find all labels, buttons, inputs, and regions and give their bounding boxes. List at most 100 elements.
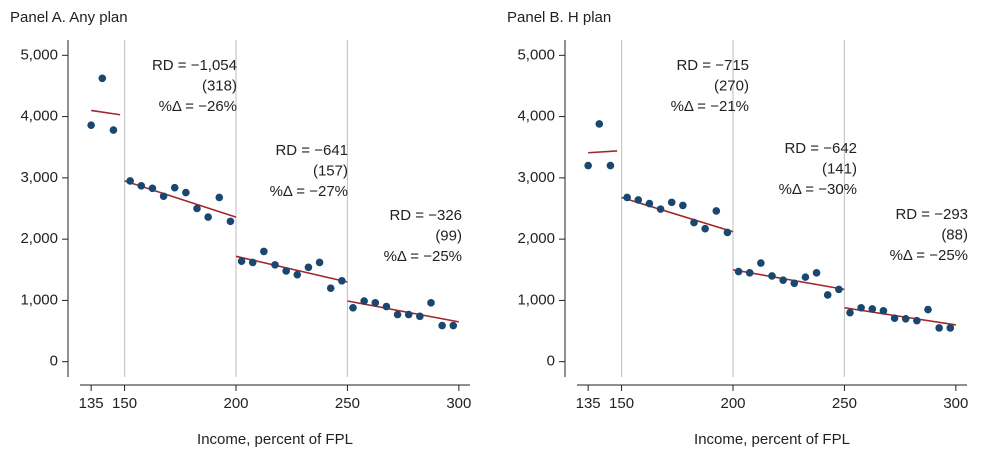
- y-tick-label: 1,000: [517, 291, 555, 308]
- x-tick-label: 135: [576, 395, 601, 412]
- data-point: [946, 324, 955, 332]
- data-point: [890, 314, 899, 322]
- data-point: [712, 207, 721, 215]
- annotation: (270): [714, 77, 749, 94]
- data-point: [634, 196, 643, 204]
- y-tick-label: 5,000: [20, 46, 58, 63]
- data-point: [868, 305, 877, 313]
- data-point: [349, 303, 357, 312]
- data-point: [371, 299, 380, 307]
- data-point: [416, 312, 424, 321]
- data-point: [679, 201, 687, 210]
- data-point: [271, 261, 279, 269]
- x-tick-label: 150: [112, 395, 137, 412]
- data-point: [360, 297, 368, 305]
- x-tick-label: 135: [79, 395, 104, 412]
- x-axis-label: Income, percent of FPL: [694, 431, 850, 448]
- data-point: [835, 285, 843, 294]
- fit-line: [91, 109, 121, 116]
- annotation: %Δ = −26%: [159, 98, 237, 115]
- data-point: [204, 213, 212, 221]
- annotation: (88): [941, 226, 968, 243]
- data-point: [382, 302, 391, 311]
- data-point: [924, 305, 932, 314]
- data-point: [282, 267, 290, 275]
- data-point: [645, 199, 654, 208]
- data-point: [338, 277, 346, 285]
- data-point: [109, 126, 118, 134]
- data-point: [438, 321, 446, 330]
- annotation: %Δ = −30%: [779, 181, 857, 198]
- x-tick-label: 200: [223, 395, 248, 412]
- data-point: [701, 224, 709, 233]
- fit-line: [347, 300, 460, 323]
- annotation: %Δ = −25%: [384, 248, 462, 265]
- y-tick-label: 3,000: [517, 169, 555, 186]
- data-point: [935, 324, 943, 332]
- data-point: [801, 273, 810, 281]
- annotation: RD = −715: [676, 57, 749, 74]
- data-point: [690, 218, 698, 227]
- data-point: [757, 259, 765, 267]
- data-point: [237, 257, 246, 265]
- x-axis-label: Income, percent of FPL: [197, 431, 353, 448]
- x-tick-label: 300: [446, 395, 471, 412]
- data-point: [790, 279, 799, 288]
- panel-title: Panel A. Any plan: [10, 9, 128, 26]
- data-point: [404, 310, 413, 319]
- data-point: [823, 291, 832, 299]
- data-point: [248, 258, 257, 267]
- data-point: [182, 188, 190, 197]
- data-point: [595, 120, 604, 128]
- data-point: [812, 269, 821, 277]
- data-point: [857, 303, 865, 312]
- y-tick-label: 4,000: [517, 108, 555, 125]
- data-point: [584, 161, 592, 170]
- data-point: [768, 272, 776, 280]
- data-point: [901, 314, 910, 323]
- y-tick-label: 2,000: [20, 230, 58, 247]
- annotation: RD = −1,054: [152, 57, 237, 74]
- annotation: %Δ = −27%: [270, 183, 348, 200]
- y-tick-label: 5,000: [517, 46, 555, 63]
- annotation: (318): [202, 77, 237, 94]
- data-point: [293, 270, 302, 279]
- y-tick-label: 0: [547, 353, 555, 370]
- data-point: [98, 74, 107, 83]
- data-point: [656, 205, 665, 213]
- y-tick-label: 4,000: [20, 108, 58, 125]
- x-tick-label: 300: [943, 395, 968, 412]
- data-point: [87, 121, 95, 129]
- y-tick-label: 3,000: [20, 169, 58, 186]
- data-point: [148, 184, 157, 193]
- data-point: [745, 269, 754, 277]
- data-point: [606, 161, 615, 170]
- annotation: (141): [822, 160, 857, 177]
- data-point: [734, 267, 743, 276]
- fit-line: [588, 150, 618, 154]
- x-tick-label: 150: [609, 395, 634, 412]
- data-point: [427, 299, 435, 307]
- annotation: %Δ = −25%: [890, 247, 968, 264]
- data-point: [913, 316, 921, 325]
- data-point: [723, 228, 732, 237]
- annotation: (157): [313, 162, 348, 179]
- x-tick-label: 250: [832, 395, 857, 412]
- data-point: [215, 193, 224, 202]
- data-point: [159, 192, 168, 201]
- annotation: RD = −326: [389, 207, 462, 224]
- annotation: RD = −642: [784, 140, 857, 157]
- x-tick-label: 200: [720, 395, 745, 412]
- annotation: %Δ = −21%: [671, 98, 749, 115]
- x-tick-label: 250: [335, 395, 360, 412]
- data-point: [326, 284, 335, 292]
- data-point: [170, 183, 179, 192]
- data-point: [226, 217, 235, 226]
- data-point: [779, 276, 787, 284]
- annotation: RD = −641: [275, 142, 348, 159]
- data-point: [667, 198, 676, 207]
- panel-title: Panel B. H plan: [507, 9, 611, 26]
- y-tick-label: 1,000: [20, 291, 58, 308]
